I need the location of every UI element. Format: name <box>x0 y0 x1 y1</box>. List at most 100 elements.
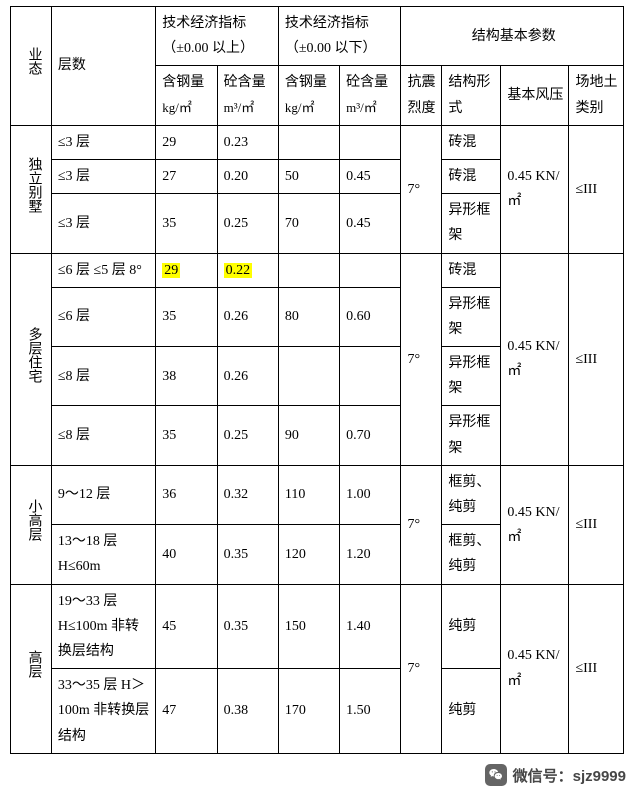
cell-floors: ≤3 层 <box>51 159 155 193</box>
cell-steel-below: 120 <box>278 525 339 584</box>
cell-steel-above: 38 <box>156 347 217 406</box>
cell-floors: ≤3 层 <box>51 125 155 159</box>
cell-floors: ≤8 层 <box>51 406 155 465</box>
header-floors: 层数 <box>51 7 155 126</box>
cell-struct-form: 异形框架 <box>442 347 501 406</box>
cell-steel-above: 45 <box>156 584 217 669</box>
header-struct-form: 结构形式 <box>442 66 501 125</box>
cell-struct-form: 异形框架 <box>442 287 501 346</box>
cell-concrete-above: 0.38 <box>217 669 278 754</box>
cell-concrete-above: 0.23 <box>217 125 278 159</box>
cell-steel-above: 36 <box>156 465 217 524</box>
cell-seismic: 7° <box>401 465 442 584</box>
header-steel-above: 含钢量kg/㎡ <box>156 66 217 125</box>
cell-concrete-above: 0.25 <box>217 406 278 465</box>
group-name: 高层 <box>11 584 52 753</box>
cell-struct-form: 框剪、纯剪 <box>442 525 501 584</box>
cell-wind: 0.45 KN/㎡ <box>501 465 569 584</box>
group-name: 小高层 <box>11 465 52 584</box>
cell-concrete-below: 1.00 <box>340 465 401 524</box>
cell-concrete-above: 0.20 <box>217 159 278 193</box>
wechat-icon <box>485 764 507 786</box>
cell-steel-above: 29 <box>156 253 217 287</box>
cell-floors: 19～33 层 H≤100m 非转换层结构 <box>51 584 155 669</box>
watermark-text: 微信号：sjz9999 <box>513 765 626 786</box>
cell-concrete-above: 0.25 <box>217 194 278 253</box>
header-seismic: 抗震烈度 <box>401 66 442 125</box>
structural-params-table: 业态 层数 技术经济指标（±0.00 以上） 技术经济指标（±0.00 以下） … <box>10 6 624 754</box>
cell-struct-form: 异形框架 <box>442 194 501 253</box>
cell-steel-below: 170 <box>278 669 339 754</box>
cell-steel-below <box>278 125 339 159</box>
header-struct-params: 结构基本参数 <box>401 7 624 66</box>
cell-steel-below <box>278 347 339 406</box>
cell-seismic: 7° <box>401 125 442 253</box>
cell-concrete-below: 0.60 <box>340 287 401 346</box>
cell-concrete-below <box>340 347 401 406</box>
cell-steel-above: 35 <box>156 406 217 465</box>
table-row: 小高层9～12 层360.321101.007°框剪、纯剪0.45 KN/㎡≤I… <box>11 465 624 524</box>
header-soil: 场地土类别 <box>569 66 624 125</box>
cell-wind: 0.45 KN/㎡ <box>501 253 569 465</box>
cell-steel-below: 70 <box>278 194 339 253</box>
cell-floors: ≤6 层 <box>51 287 155 346</box>
cell-concrete-below <box>340 125 401 159</box>
header-wind: 基本风压 <box>501 66 569 125</box>
cell-wind: 0.45 KN/㎡ <box>501 125 569 253</box>
table-row: 独立别墅≤3 层290.237°砖混0.45 KN/㎡≤III <box>11 125 624 159</box>
cell-concrete-below: 0.70 <box>340 406 401 465</box>
group-name: 多层住宅 <box>11 253 52 465</box>
cell-floors: ≤3 层 <box>51 194 155 253</box>
cell-concrete-below: 1.20 <box>340 525 401 584</box>
cell-steel-above: 40 <box>156 525 217 584</box>
cell-concrete-above: 0.35 <box>217 584 278 669</box>
table-row: 多层住宅≤6 层 ≤5 层 8°290.227°砖混0.45 KN/㎡≤III <box>11 253 624 287</box>
cell-steel-above: 35 <box>156 287 217 346</box>
cell-seismic: 7° <box>401 253 442 465</box>
cell-concrete-above: 0.26 <box>217 347 278 406</box>
cell-steel-above: 29 <box>156 125 217 159</box>
cell-steel-above: 35 <box>156 194 217 253</box>
cell-struct-form: 砖混 <box>442 253 501 287</box>
header-tech-econ-above: 技术经济指标（±0.00 以上） <box>156 7 279 66</box>
cell-struct-form: 框剪、纯剪 <box>442 465 501 524</box>
cell-concrete-below: 1.50 <box>340 669 401 754</box>
cell-concrete-above: 0.26 <box>217 287 278 346</box>
cell-concrete-below <box>340 253 401 287</box>
cell-steel-below <box>278 253 339 287</box>
cell-steel-below: 110 <box>278 465 339 524</box>
cell-steel-above: 47 <box>156 669 217 754</box>
header-concrete-above: 砼含量m³/㎡ <box>217 66 278 125</box>
cell-seismic: 7° <box>401 584 442 753</box>
cell-soil: ≤III <box>569 584 624 753</box>
cell-steel-below: 80 <box>278 287 339 346</box>
cell-floors: ≤6 层 ≤5 层 8° <box>51 253 155 287</box>
table-row: 高层19～33 层 H≤100m 非转换层结构450.351501.407°纯剪… <box>11 584 624 669</box>
cell-concrete-above: 0.22 <box>217 253 278 287</box>
cell-struct-form: 砖混 <box>442 125 501 159</box>
header-business-type: 业态 <box>11 7 52 126</box>
cell-soil: ≤III <box>569 125 624 253</box>
cell-struct-form: 异形框架 <box>442 406 501 465</box>
cell-floors: ≤8 层 <box>51 347 155 406</box>
wechat-watermark: 微信号：sjz9999 <box>485 764 626 786</box>
cell-concrete-below: 1.40 <box>340 584 401 669</box>
cell-floors: 9～12 层 <box>51 465 155 524</box>
cell-steel-below: 90 <box>278 406 339 465</box>
cell-struct-form: 纯剪 <box>442 584 501 669</box>
cell-soil: ≤III <box>569 253 624 465</box>
cell-struct-form: 纯剪 <box>442 669 501 754</box>
header-steel-below: 含钢量kg/㎡ <box>278 66 339 125</box>
cell-concrete-below: 0.45 <box>340 194 401 253</box>
cell-concrete-below: 0.45 <box>340 159 401 193</box>
cell-steel-below: 150 <box>278 584 339 669</box>
cell-soil: ≤III <box>569 465 624 584</box>
cell-steel-above: 27 <box>156 159 217 193</box>
group-name: 独立别墅 <box>11 125 52 253</box>
cell-struct-form: 砖混 <box>442 159 501 193</box>
header-tech-econ-below: 技术经济指标（±0.00 以下） <box>278 7 401 66</box>
cell-floors: 33～35 层 H＞100m 非转换层结构 <box>51 669 155 754</box>
cell-wind: 0.45 KN/㎡ <box>501 584 569 753</box>
cell-floors: 13～18 层 H≤60m <box>51 525 155 584</box>
cell-steel-below: 50 <box>278 159 339 193</box>
